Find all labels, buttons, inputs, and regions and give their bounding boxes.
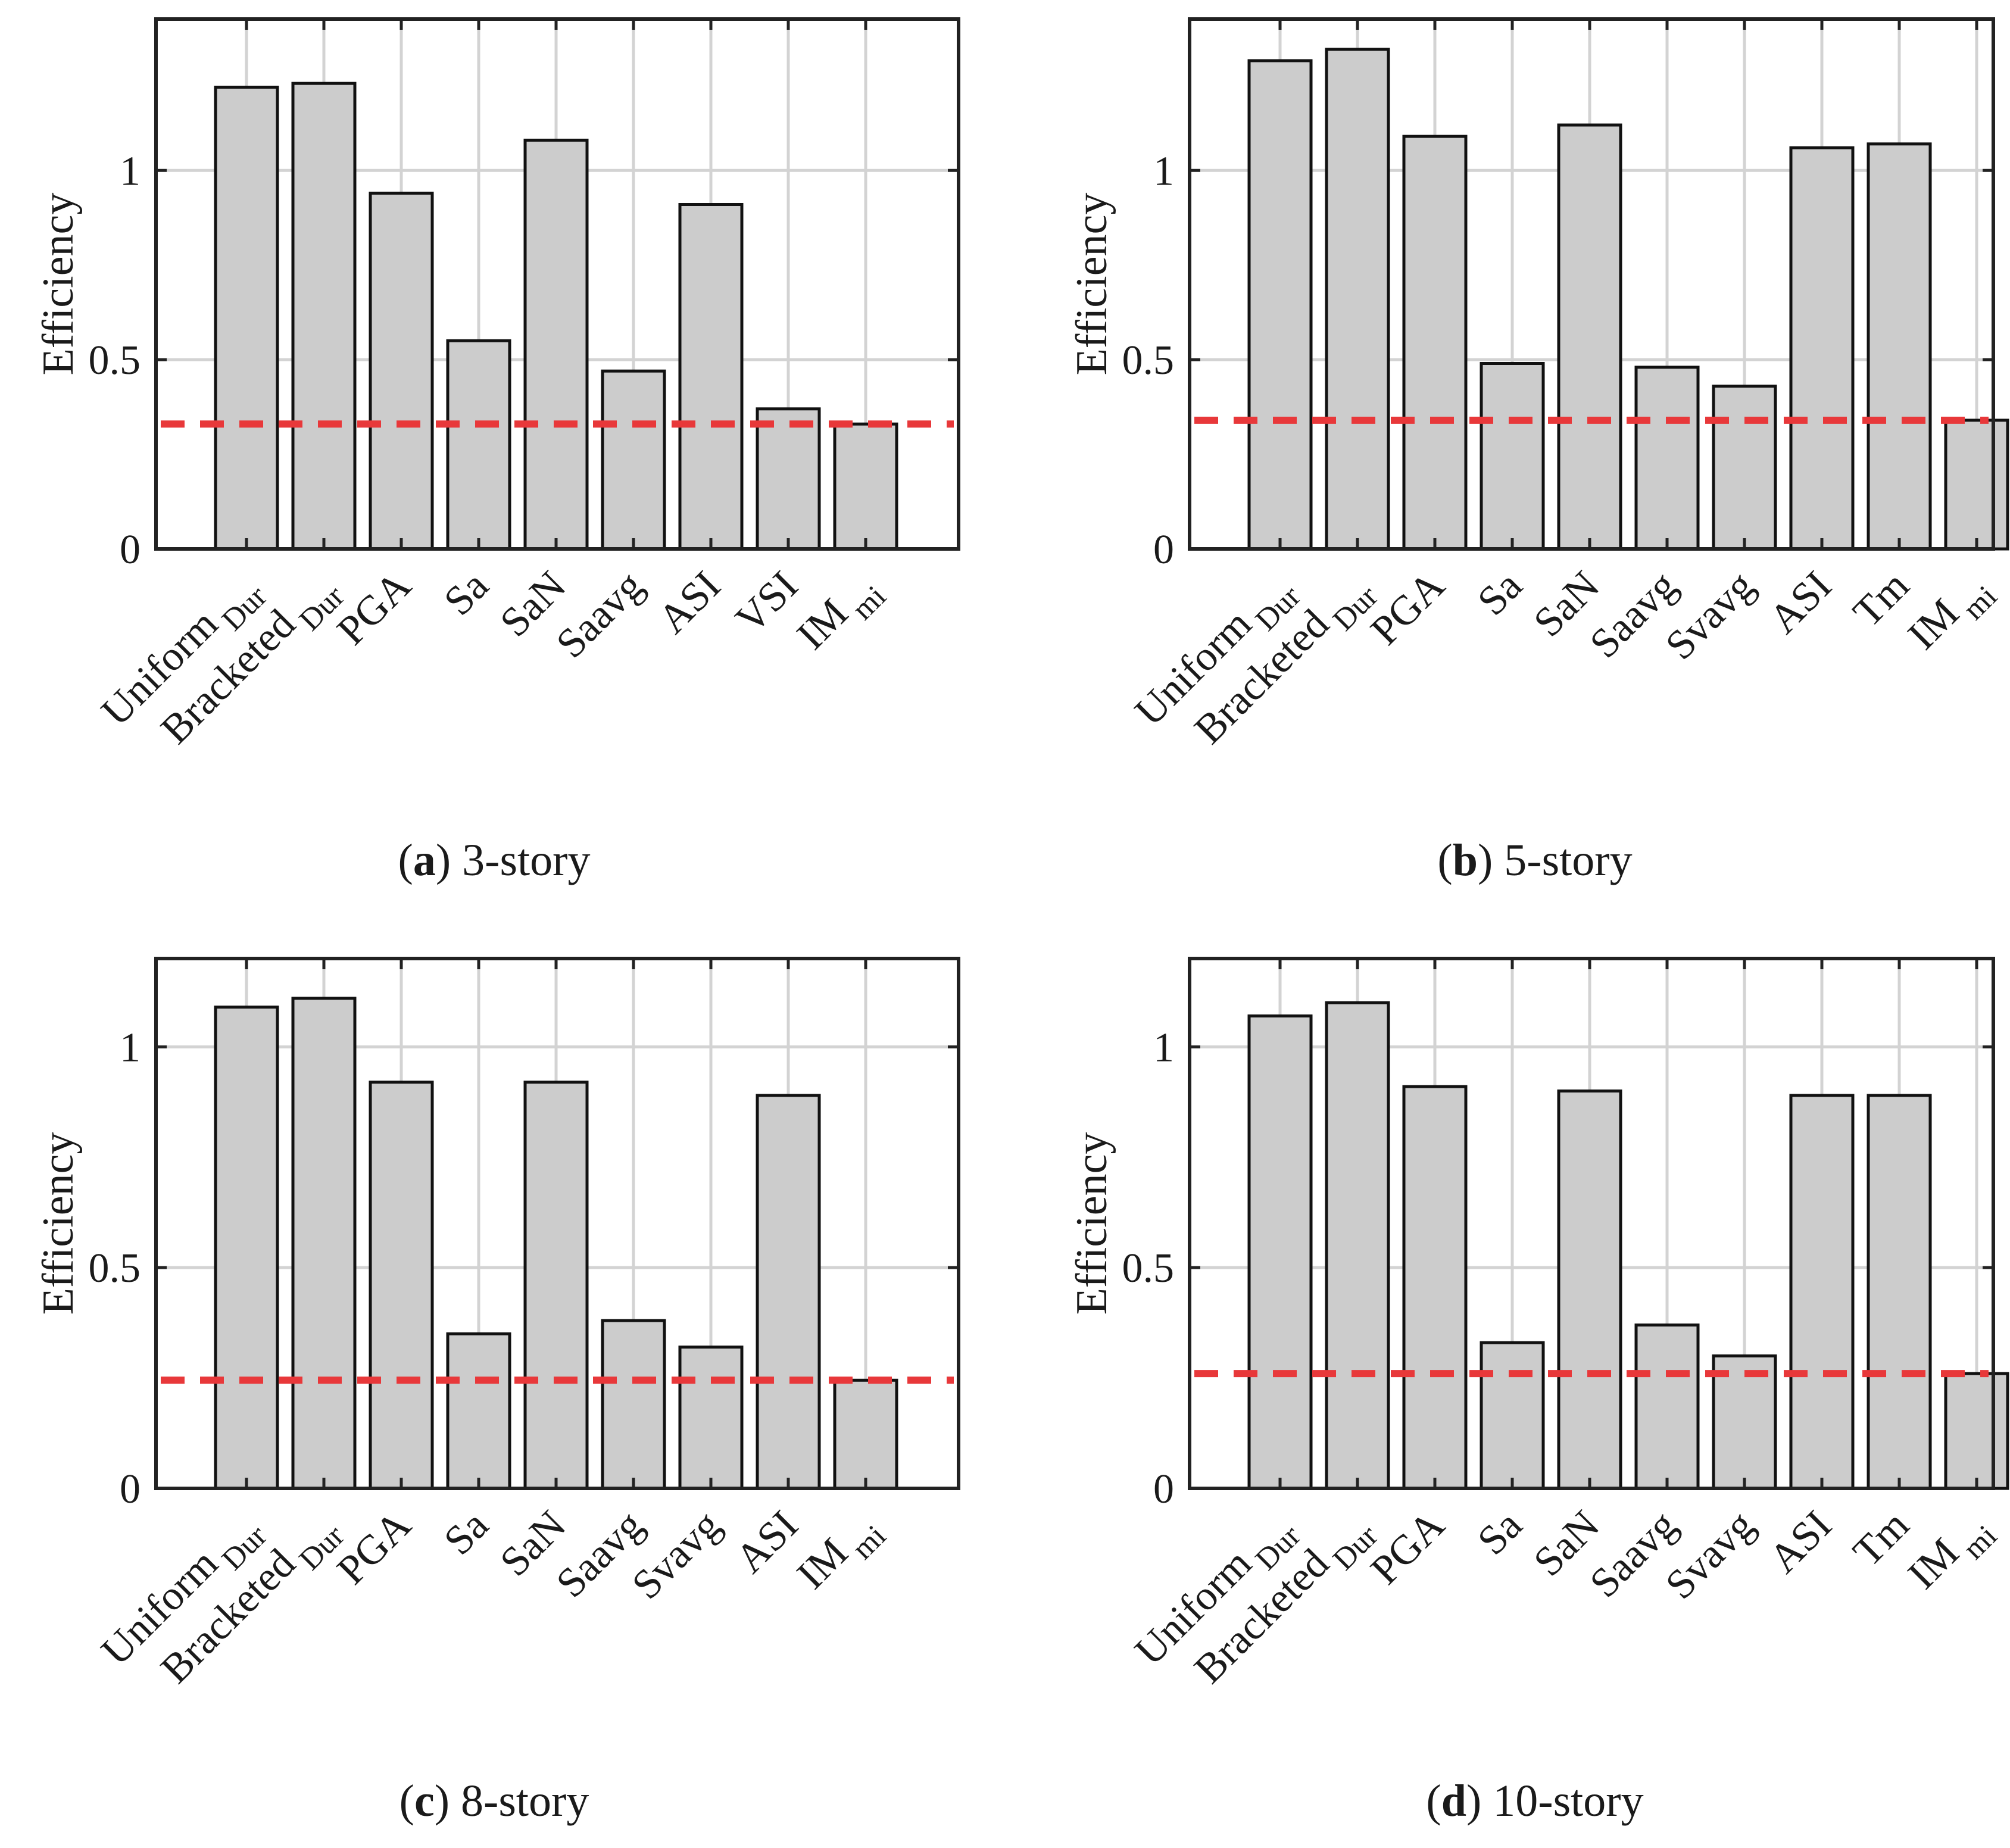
bar-uniform-dur [214,85,279,551]
x-tick-label: PGA [1362,563,1454,654]
bar-bracketed-dur [291,997,357,1490]
chart-panel-c: 0 0.5 1 Efficiency Uniform Dur Bracketed Dur P… [0,923,1005,1845]
axes-frame [1188,957,1995,1490]
bar-sa [1480,362,1545,551]
bar-sa [446,1332,511,1490]
x-tick-label: ASI [1761,563,1840,642]
bar-uniform-dur [214,1006,279,1490]
bar-sa [1480,1341,1545,1490]
bar-asi [756,1094,821,1490]
y-tick-label: 1 [120,148,141,194]
y-tick-label: 0 [120,1466,141,1512]
y-tick-label: 0.5 [1122,1245,1175,1291]
bar-asi [678,203,744,551]
bar-saavg [601,1319,666,1490]
bar-pga [1402,1085,1468,1490]
x-tick-label: PGA [1362,1502,1454,1594]
x-tick-label: ASI [1761,1502,1840,1582]
bar-uniform-dur [1247,1014,1313,1490]
chart-panel-b: 0 0.5 1 Efficiency Uniform Dur Bracketed Dur P… [1005,0,2010,923]
bar-saavg [1634,1323,1700,1490]
chart-panel-a: 0 0.5 1 Efficiency Uniform Dur Bracketed Dur P… [0,0,1005,923]
bar-bracketed-dur [1325,48,1390,551]
x-tick-label: Sa [1469,1502,1531,1564]
x-tick-label: Sa [435,563,497,625]
y-tick-label: 1 [1153,1025,1174,1070]
panel-caption: (b) 5-story [1437,835,1632,885]
x-tick-label: PGA [329,563,420,654]
y-tick-label: 0 [120,527,141,573]
y-tick-label: 0 [1153,527,1174,573]
x-tick-label: IM mi [788,1502,892,1606]
bar-tm [1867,142,1932,551]
x-tick-label: Svavg [1657,563,1763,669]
bar-asi [1789,1094,1855,1490]
y-axis-label: Efficiency [1068,1132,1116,1315]
x-tick-label: Saavg [1581,563,1686,667]
x-tick-label: Saavg [1581,1502,1686,1606]
axes-frame [1188,17,1995,551]
chart-panel-d: 0 0.5 1 Efficiency Uniform Dur Bracketed Dur P… [1005,923,2010,1845]
x-tick-label: Svavg [623,1502,729,1608]
bar-im-mi [833,422,898,551]
x-tick-label: IM mi [1899,563,2003,667]
panel-caption: (a) 3-story [398,835,591,885]
bar-pga [369,1081,434,1490]
y-axis-label: Efficiency [1068,193,1116,376]
bar-tm [1867,1094,1932,1490]
y-tick-label: 0.5 [89,338,141,383]
bar-bracketed-dur [1325,1001,1390,1490]
panel-caption: (c) 8-story [399,1776,589,1826]
x-tick-label: Sa [1469,563,1531,625]
bar-san [523,138,589,551]
bar-san [1557,123,1622,551]
y-tick-label: 1 [120,1025,141,1070]
bar-saavg [1634,366,1700,551]
x-tick-label: IM mi [1899,1502,2003,1606]
bar-saavg [601,369,666,551]
bar-bracketed-dur [291,82,357,551]
x-tick-label: Sa [435,1502,497,1564]
bar-im-mi [833,1378,898,1490]
x-tick-label: Svavg [1657,1502,1763,1608]
bar-uniform-dur [1247,59,1313,551]
bar-pga [1402,135,1468,551]
bar-svavg [678,1346,744,1490]
y-tick-label: 0.5 [89,1245,141,1291]
y-tick-label: 0.5 [1122,338,1175,383]
bar-im-mi [1944,1372,2009,1490]
bar-vsi [756,407,821,551]
y-axis-label: Efficiency [34,1132,83,1315]
x-tick-label: IM mi [788,563,892,667]
y-axis-label: Efficiency [34,193,83,376]
bar-pga [369,191,434,551]
x-tick-label: Saavg [548,1502,652,1606]
x-tick-label: PGA [329,1502,420,1594]
x-tick-label: ASI [650,563,729,642]
bar-sa [446,339,511,551]
x-tick-label: Saavg [548,563,652,667]
panel-caption: (d) 10-story [1426,1776,1643,1826]
bar-asi [1789,146,1855,551]
bar-san [523,1081,589,1490]
y-tick-label: 0 [1153,1466,1174,1512]
bar-san [1557,1090,1622,1490]
bar-im-mi [1944,419,2009,551]
bar-svavg [1712,385,1777,551]
y-tick-label: 1 [1153,148,1174,194]
